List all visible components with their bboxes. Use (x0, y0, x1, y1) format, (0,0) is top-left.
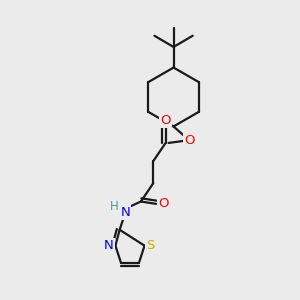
Text: N: N (104, 239, 114, 252)
Text: N: N (121, 206, 130, 219)
Text: H: H (110, 200, 119, 213)
Text: S: S (146, 239, 154, 252)
Text: O: O (160, 114, 171, 127)
Text: O: O (184, 134, 195, 147)
Text: O: O (158, 197, 169, 210)
